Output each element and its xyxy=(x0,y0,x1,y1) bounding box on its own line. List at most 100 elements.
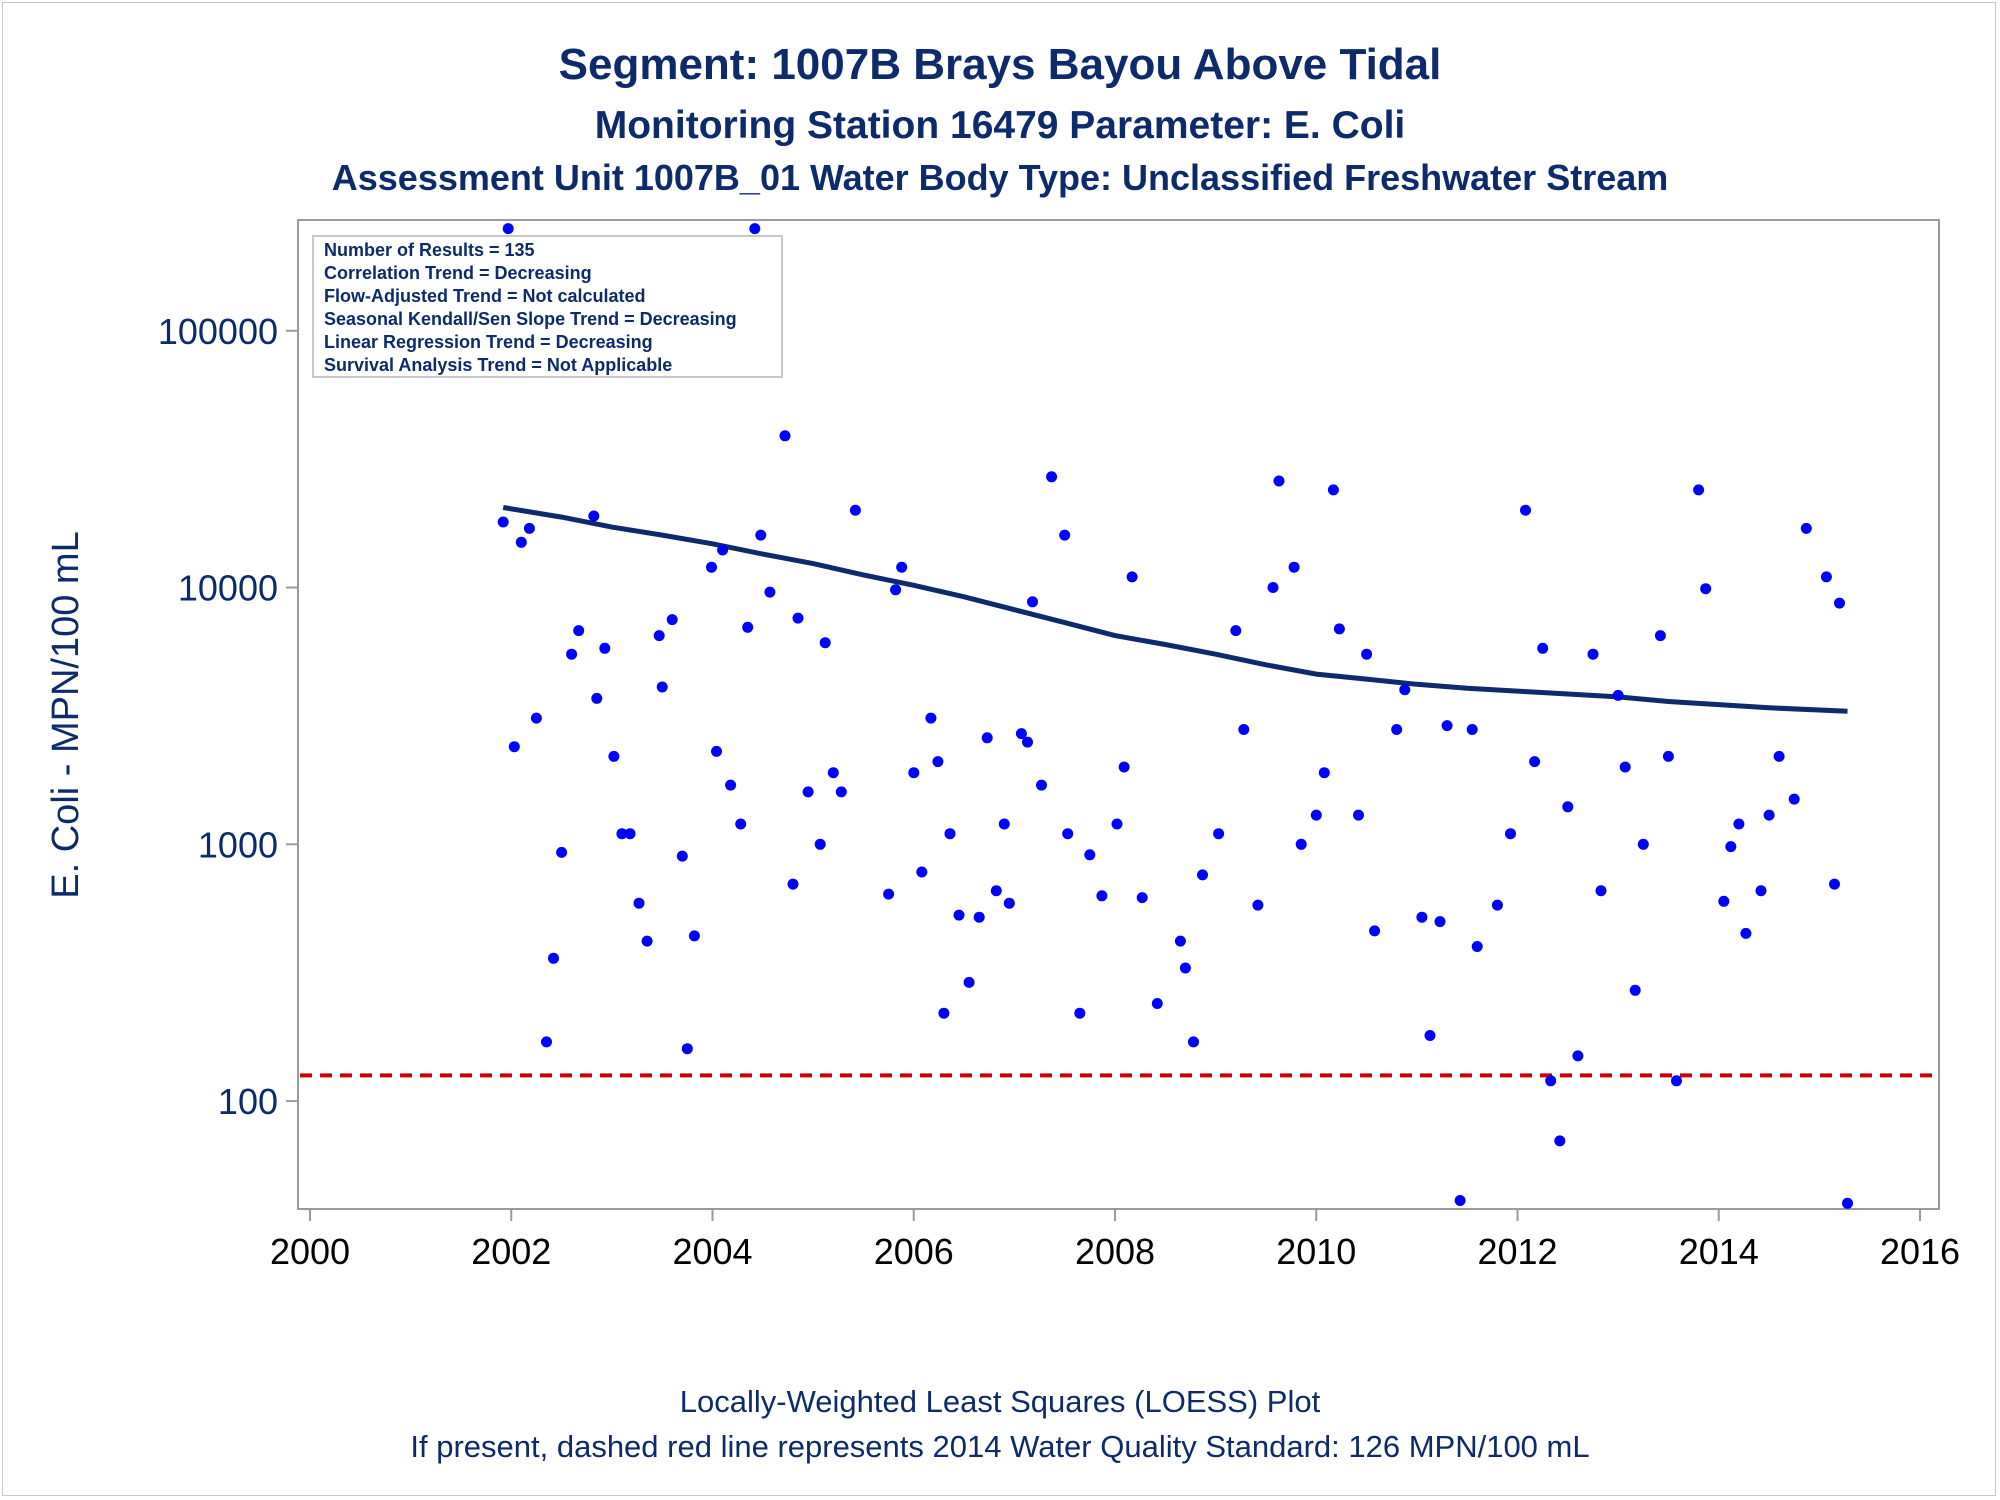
data-point xyxy=(1471,941,1483,952)
data-point xyxy=(787,878,799,890)
data-point xyxy=(566,648,578,660)
data-point xyxy=(755,529,767,541)
data-point xyxy=(1136,892,1148,904)
x-tick-label: 2012 xyxy=(1477,1231,1557,1272)
data-point xyxy=(1654,630,1666,642)
data-point xyxy=(530,712,542,724)
legend-lines: Number of Results = 135 Correlation Tren… xyxy=(324,240,737,375)
y-axis: 100 1000 10000 100000 xyxy=(158,311,298,1122)
loess-line xyxy=(502,505,1848,714)
legend-linear-regression-trend: Linear Regression Trend = Decreasing xyxy=(324,332,653,352)
data-point xyxy=(973,911,985,923)
x-tick-label: 2008 xyxy=(1075,1231,1155,1272)
data-point xyxy=(1718,895,1730,907)
data-point xyxy=(1537,642,1549,654)
data-point xyxy=(1179,962,1191,974)
data-point xyxy=(1424,1030,1436,1041)
data-point xyxy=(656,681,668,693)
data-point xyxy=(676,850,688,862)
data-point xyxy=(1391,724,1403,735)
data-point xyxy=(706,561,717,573)
data-point xyxy=(548,952,559,964)
data-point xyxy=(749,223,761,235)
data-point xyxy=(896,561,908,573)
legend-flow-adjusted-trend: Flow-Adjusted Trend = Not calculated xyxy=(324,286,646,306)
data-point xyxy=(1015,728,1027,740)
data-point xyxy=(541,1036,552,1048)
data-point xyxy=(764,586,776,598)
data-point xyxy=(990,885,1002,897)
x-tick-label: 2000 xyxy=(270,1231,350,1272)
data-point xyxy=(1834,597,1845,609)
data-point xyxy=(890,584,902,596)
data-point xyxy=(1288,561,1300,573)
data-point xyxy=(735,818,747,830)
data-points xyxy=(497,223,1853,1209)
data-point xyxy=(981,732,993,744)
data-point xyxy=(1637,838,1649,850)
data-point xyxy=(1441,720,1453,732)
data-point xyxy=(1327,484,1339,496)
data-point xyxy=(1027,596,1038,608)
data-point xyxy=(502,223,514,235)
data-point xyxy=(1725,841,1737,853)
data-point xyxy=(1572,1050,1584,1062)
data-point xyxy=(616,828,628,840)
data-point xyxy=(1842,1197,1853,1209)
data-point xyxy=(779,430,791,442)
data-point xyxy=(998,818,1010,830)
data-point xyxy=(608,750,620,762)
data-point xyxy=(1118,761,1130,773)
plot-area xyxy=(297,219,1940,1210)
data-point xyxy=(1252,899,1264,911)
data-point xyxy=(1151,998,1163,1009)
data-point xyxy=(725,779,737,791)
data-point xyxy=(1700,583,1712,595)
data-point xyxy=(556,846,568,858)
data-point xyxy=(1434,916,1446,928)
data-point xyxy=(1318,767,1330,779)
x-tick-label: 2006 xyxy=(874,1231,954,1272)
data-point xyxy=(641,935,653,947)
data-point xyxy=(1036,779,1047,791)
data-point xyxy=(591,692,603,704)
data-point xyxy=(1399,684,1411,696)
x-tick-label: 2014 xyxy=(1679,1231,1759,1272)
data-point xyxy=(1671,1075,1682,1087)
x-tick-label: 2010 xyxy=(1276,1231,1356,1272)
data-point xyxy=(925,712,937,724)
data-point xyxy=(1369,925,1381,937)
data-point xyxy=(688,930,700,942)
data-point xyxy=(508,741,520,753)
data-point xyxy=(1763,809,1775,821)
data-point xyxy=(1454,1195,1466,1206)
data-point xyxy=(835,786,847,798)
data-point xyxy=(1773,750,1785,762)
data-point xyxy=(1267,582,1279,593)
y-tick-label: 10000 xyxy=(178,568,278,609)
data-point xyxy=(742,621,754,633)
data-point xyxy=(1788,793,1800,805)
data-point xyxy=(932,756,944,768)
data-point xyxy=(1545,1075,1557,1087)
footnote-standard: If present, dashed red line represents 2… xyxy=(410,1429,1589,1464)
data-point xyxy=(883,888,895,900)
data-point xyxy=(681,1043,693,1055)
data-point xyxy=(1693,484,1705,496)
data-point xyxy=(908,767,920,779)
chart-subtitle-station: Monitoring Station 16479 Parameter: E. C… xyxy=(595,104,1406,147)
data-point xyxy=(1197,869,1208,881)
data-point xyxy=(827,767,839,779)
legend-correlation-trend: Correlation Trend = Decreasing xyxy=(324,263,592,283)
data-point xyxy=(1662,750,1674,762)
data-point xyxy=(819,637,831,649)
data-point xyxy=(1820,571,1832,583)
x-tick-label: 2002 xyxy=(471,1231,551,1272)
data-point xyxy=(1333,623,1345,635)
data-point xyxy=(653,630,665,642)
data-point xyxy=(938,1007,950,1019)
data-point xyxy=(1126,571,1138,583)
data-point xyxy=(944,828,956,840)
data-point xyxy=(1829,878,1840,890)
